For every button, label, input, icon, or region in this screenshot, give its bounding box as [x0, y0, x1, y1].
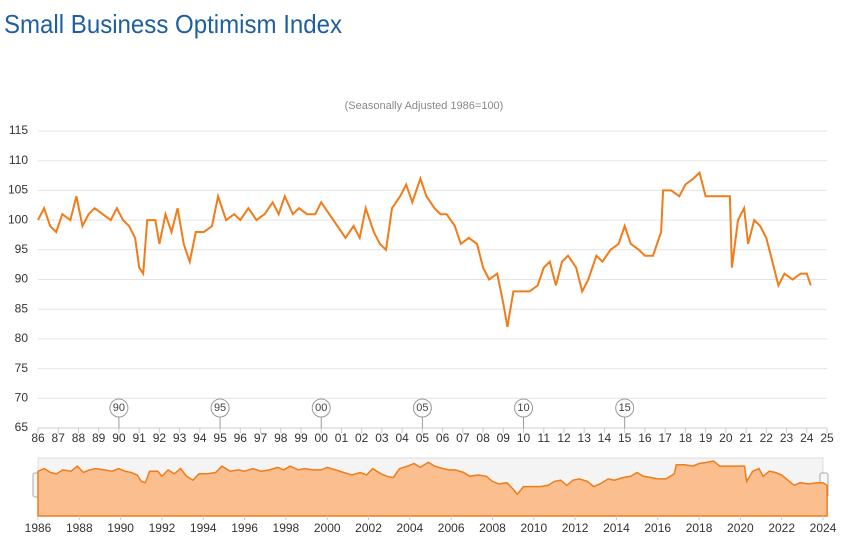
- flag: [311, 398, 331, 418]
- navigator-tick-label: 2014: [603, 521, 630, 535]
- navigator-tick-label: 2018: [686, 521, 713, 535]
- x-tick-label: 91: [132, 431, 146, 445]
- x-tick-label: 11: [538, 431, 551, 445]
- navigator-tick-label: 2016: [644, 521, 671, 535]
- flag: [615, 398, 635, 418]
- y-tick-label: 95: [15, 242, 29, 256]
- navigator-tick-label: 2012: [562, 521, 589, 535]
- x-tick-label: 12: [557, 431, 571, 445]
- flag-label: 15: [619, 402, 631, 414]
- flag: [109, 398, 129, 418]
- navigator-tick-label: 1990: [107, 521, 134, 535]
- x-tick-label: 21: [739, 431, 753, 445]
- x-tick-label: 20: [719, 431, 733, 445]
- flag-label: 05: [416, 402, 428, 414]
- x-tick-label: 87: [52, 431, 66, 445]
- y-tick-label: 100: [8, 212, 28, 226]
- y-tick-label: 115: [9, 123, 28, 137]
- x-tick-label: 89: [92, 431, 106, 445]
- x-tick-label: 00: [315, 431, 329, 445]
- y-tick-label: 85: [15, 301, 29, 315]
- x-tick-label: 86: [31, 431, 45, 445]
- x-tick-label: 14: [598, 431, 612, 445]
- navigator-tick-label: 2020: [727, 521, 754, 535]
- x-tick-label: 99: [294, 431, 308, 445]
- flag-label: 95: [214, 402, 226, 414]
- x-tick-label: 97: [254, 431, 268, 445]
- y-tick-label: 70: [15, 390, 29, 404]
- chart-title: Small Business Optimism Index: [4, 9, 342, 39]
- x-tick-label: 07: [456, 431, 470, 445]
- x-tick-label: 03: [375, 431, 389, 445]
- x-tick-label: 01: [335, 431, 349, 445]
- x-tick-label: 04: [395, 431, 409, 445]
- y-tick-label: 80: [15, 331, 29, 345]
- y-tick-label: 90: [15, 272, 29, 286]
- x-tick-label: 08: [476, 431, 490, 445]
- x-tick-label: 09: [497, 431, 511, 445]
- navigator-tick-label: 2006: [438, 521, 465, 535]
- flag-label: 90: [113, 402, 125, 414]
- navigator-tick-label: 1986: [25, 521, 52, 535]
- navigator-tick-label: 1992: [149, 521, 176, 535]
- x-tick-label: 22: [760, 431, 774, 445]
- x-tick-label: 98: [274, 431, 288, 445]
- y-tick-label: 105: [8, 183, 28, 197]
- navigator-tick-label: 2002: [355, 521, 382, 535]
- navigator-tick-label: 2024: [810, 521, 837, 535]
- navigator-tick-label: 2022: [768, 521, 795, 535]
- x-tick-label: 95: [213, 431, 227, 445]
- navigator-tick-label: 2000: [314, 521, 341, 535]
- x-tick-label: 90: [112, 431, 126, 445]
- navigator-tick-label: 1994: [190, 521, 217, 535]
- y-tick-label: 110: [9, 153, 28, 167]
- flag-label: 00: [315, 402, 327, 414]
- x-tick-label: 93: [173, 431, 187, 445]
- x-tick-label: 94: [193, 431, 207, 445]
- flag: [210, 398, 230, 418]
- x-tick-label: 25: [820, 431, 834, 445]
- flag: [412, 398, 432, 418]
- navigator-tick-label: 2010: [520, 521, 547, 535]
- x-tick-label: 05: [416, 431, 430, 445]
- navigator-tick-label: 1996: [231, 521, 258, 535]
- x-tick-label: 06: [436, 431, 450, 445]
- navigator-tick-label: 1998: [273, 521, 300, 535]
- y-tick-label: 65: [15, 420, 29, 434]
- navigator-tick-label: 2008: [479, 521, 506, 535]
- navigator-area: [37, 460, 828, 517]
- flag-label: 10: [517, 402, 529, 414]
- flag: [514, 398, 534, 418]
- x-tick-label: 15: [618, 431, 632, 445]
- x-tick-label: 18: [679, 431, 693, 445]
- navigator-tick-label: 2004: [396, 521, 423, 535]
- x-tick-label: 88: [72, 431, 86, 445]
- x-tick-label: 92: [153, 431, 167, 445]
- x-tick-label: 10: [517, 431, 531, 445]
- navigator-tick-label: 1988: [66, 521, 93, 535]
- x-tick-label: 23: [780, 431, 794, 445]
- y-tick-label: 75: [15, 361, 29, 375]
- x-tick-label: 96: [234, 431, 248, 445]
- x-tick-label: 16: [638, 431, 652, 445]
- x-tick-label: 02: [355, 431, 369, 445]
- x-tick-label: 13: [578, 431, 592, 445]
- data-line: [37, 170, 812, 328]
- x-tick-label: 19: [699, 431, 713, 445]
- chart-subtitle: (Seasonally Adjusted 1986=100): [345, 100, 504, 112]
- x-tick-label: 17: [658, 431, 672, 445]
- x-tick-label: 24: [800, 431, 814, 445]
